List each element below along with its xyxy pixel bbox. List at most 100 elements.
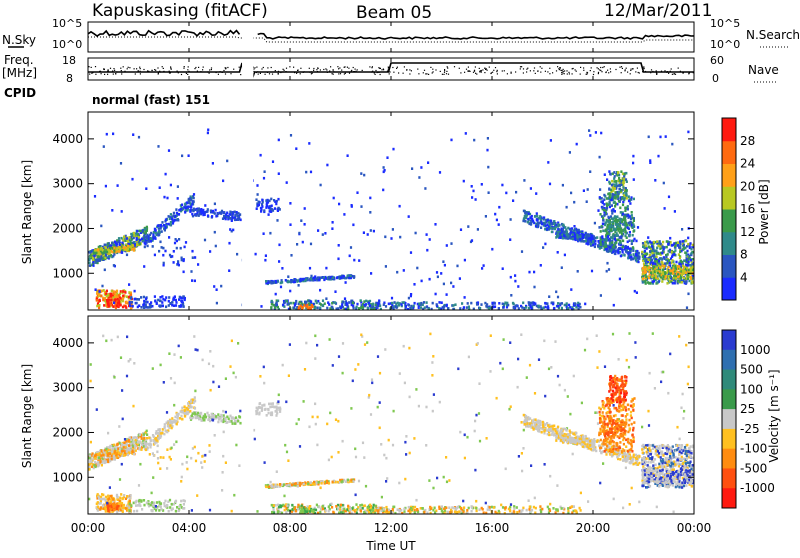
nave-dot xyxy=(562,72,563,73)
echo-cell xyxy=(586,200,588,203)
echo-cell xyxy=(648,266,650,269)
echo-cell xyxy=(108,249,110,252)
echo-cell xyxy=(112,242,114,245)
nave-dot xyxy=(678,68,679,69)
echo-cell xyxy=(650,271,652,274)
echo-cell xyxy=(299,301,301,304)
echo-cell xyxy=(509,238,511,241)
echo-cell xyxy=(606,239,608,242)
echo-cell xyxy=(677,273,679,276)
echo-cell xyxy=(630,221,632,224)
echo-cell xyxy=(679,251,681,254)
nave-dot xyxy=(446,71,447,72)
nave-dot xyxy=(482,69,483,70)
echo-cell xyxy=(193,200,195,203)
ytick-label: 2000 xyxy=(52,221,83,235)
echo-cell xyxy=(111,451,113,454)
echo-cell xyxy=(180,305,182,308)
echo-cell xyxy=(608,181,610,184)
echo-cell xyxy=(633,238,635,241)
nave-dot xyxy=(398,72,399,73)
echo-cell xyxy=(681,261,683,264)
echo-cell xyxy=(103,145,105,148)
echo-cell xyxy=(130,494,132,497)
echo-cell xyxy=(343,213,345,216)
echo-cell xyxy=(147,306,149,309)
echo-cell xyxy=(494,213,496,216)
echo-cell xyxy=(631,214,633,217)
echo-cell xyxy=(627,205,629,208)
echo-cell xyxy=(123,494,125,497)
echo-cell xyxy=(128,444,130,447)
nave-dot xyxy=(194,68,195,69)
echo-cell xyxy=(384,236,386,239)
echo-cell xyxy=(528,307,530,310)
echo-cell xyxy=(88,457,90,460)
echo-cell xyxy=(110,304,112,307)
echo-cell xyxy=(237,218,239,221)
nave-dot xyxy=(297,70,298,71)
echo-cell xyxy=(619,236,621,239)
nave-dot xyxy=(355,71,356,72)
nave-dot xyxy=(580,74,581,75)
echo-cell xyxy=(185,241,187,244)
echo-cell xyxy=(592,241,594,244)
echo-cell xyxy=(447,307,449,310)
echo-cell xyxy=(624,173,626,176)
nave-dot xyxy=(527,68,528,69)
echo-cell xyxy=(436,271,438,274)
echo-cell xyxy=(530,304,532,307)
nave-dot xyxy=(227,67,228,68)
echo-cell xyxy=(487,137,489,140)
nave-dot xyxy=(332,73,333,74)
echo-cell xyxy=(426,249,428,252)
echo-cell xyxy=(162,305,164,308)
nave-dot xyxy=(479,68,480,69)
echo-cell xyxy=(352,224,354,227)
echo-cell xyxy=(352,302,354,305)
echo-cell xyxy=(353,276,355,279)
echo-cell xyxy=(161,295,163,298)
nave-dot xyxy=(650,72,651,73)
echo-cell xyxy=(122,290,124,293)
echo-cell xyxy=(103,289,105,292)
echo-cell xyxy=(518,307,520,310)
echo-cell xyxy=(322,299,324,302)
nave-dot xyxy=(389,71,390,72)
nave-dot xyxy=(143,69,144,70)
echo-cell xyxy=(324,232,326,235)
echo-cell xyxy=(228,269,230,272)
echo-cell xyxy=(679,257,681,260)
echo-cell xyxy=(143,433,145,436)
echo-cell xyxy=(591,270,593,273)
echo-cell xyxy=(420,166,422,169)
echo-cell xyxy=(271,300,273,303)
echo-cell xyxy=(265,280,267,283)
echo-cell xyxy=(275,293,277,296)
echo-cell xyxy=(118,237,120,240)
nave-dot xyxy=(675,74,676,75)
echo-cell xyxy=(392,148,394,151)
echo-cell xyxy=(347,274,349,277)
echo-cell xyxy=(278,244,280,247)
nave-dot xyxy=(484,72,485,73)
echo-cell xyxy=(147,245,149,248)
echo-cell xyxy=(229,217,231,220)
echo-cell xyxy=(274,306,276,309)
echo-cell xyxy=(126,254,128,257)
echo-cell xyxy=(193,193,195,196)
echo-cell xyxy=(338,203,340,206)
echo-cell xyxy=(99,259,101,262)
echo-cell xyxy=(614,205,616,208)
nave-dot xyxy=(183,68,184,69)
echo-cell xyxy=(615,241,617,244)
echo-cell xyxy=(144,228,146,231)
echo-cell xyxy=(294,303,296,306)
echo-cell xyxy=(94,249,96,252)
echo-cell xyxy=(310,171,312,174)
echo-cell xyxy=(671,244,673,247)
echo-cell xyxy=(600,244,602,247)
echo-cell xyxy=(123,441,125,444)
nave-dot xyxy=(497,73,498,74)
nave-dot xyxy=(233,69,234,70)
